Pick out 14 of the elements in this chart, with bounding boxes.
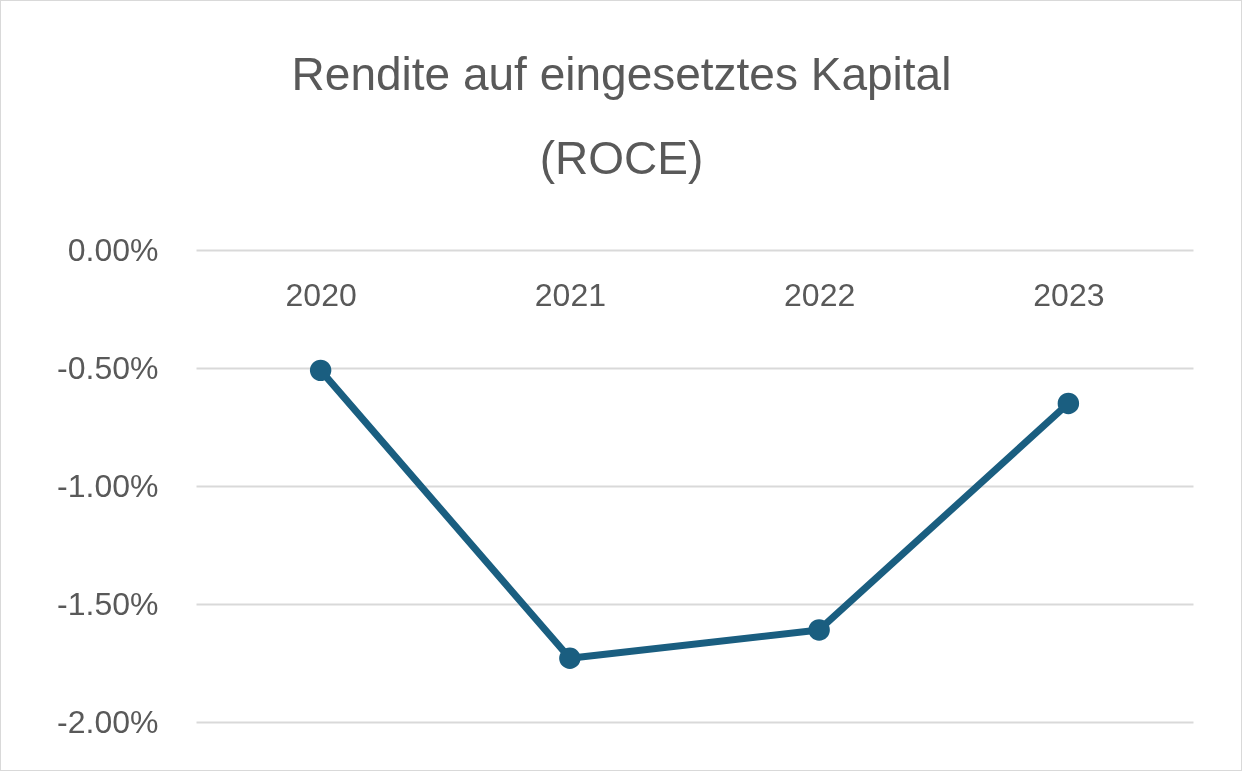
point (309, 359, 332, 382)
x-tick-label: 2021 (534, 276, 606, 313)
y-tick-label: -1.50% (57, 585, 159, 622)
point (1057, 392, 1080, 415)
x-tick-label: 2022 (784, 276, 856, 313)
point (808, 619, 830, 641)
y-tick-label: -1.00% (57, 467, 159, 504)
y-tick-label: -2.00% (57, 703, 159, 740)
x-tick-label: 2023 (1033, 276, 1105, 313)
chart-title: Rendite auf eingesetztes Kapital (ROCE) (291, 48, 952, 184)
point (559, 647, 581, 669)
x-tick-label: 2020 (285, 276, 357, 313)
y-tick-label: 0.00% (67, 231, 159, 268)
y-tick-label: -0.50% (57, 349, 159, 386)
